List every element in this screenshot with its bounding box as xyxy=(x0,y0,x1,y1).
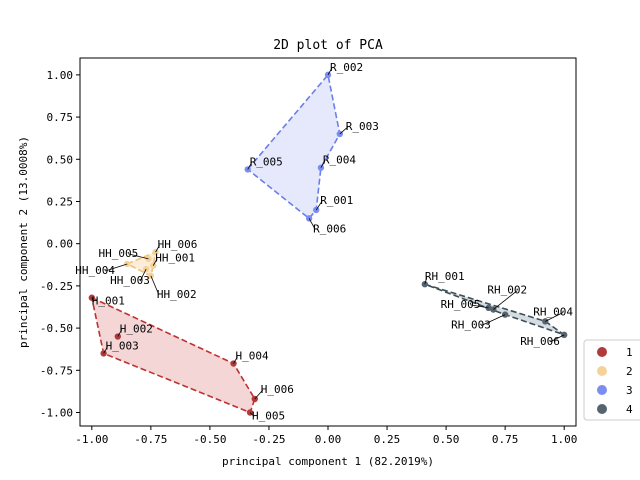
x-axis-ticks: -1.00 -0.75 -0.50 -0.25 0.00 0.25 0.50 0.75 1.00 xyxy=(75,426,577,446)
x-tick-label: -0.75 xyxy=(134,433,167,446)
point-label: HH_003 xyxy=(110,274,150,287)
legend-label: 3 xyxy=(626,384,633,397)
label-arrow xyxy=(424,277,428,285)
y-tick-label: -0.50 xyxy=(40,322,73,335)
y-axis-ticks: -1.00 -0.75 -0.50 -0.25 0.00 0.25 0.50 0.75 1.00 xyxy=(40,69,80,419)
y-tick-label: 0.00 xyxy=(47,238,74,251)
label-arrow xyxy=(103,346,108,354)
legend-marker xyxy=(597,385,607,395)
point-label: HH_005 xyxy=(98,247,138,260)
x-axis-label: principal component 1 (82.2019%) xyxy=(222,455,434,468)
label-arrow xyxy=(315,200,323,211)
point-label: H_006 xyxy=(261,383,294,396)
label-arrow xyxy=(128,253,149,260)
label-arrow xyxy=(91,297,95,302)
point-label: H_003 xyxy=(106,339,139,352)
label-arrow xyxy=(247,162,253,170)
point-label: RH_006 xyxy=(520,335,560,348)
label-arrow xyxy=(155,244,160,253)
label-arrow xyxy=(480,314,506,326)
label-arrow xyxy=(152,258,158,266)
y-axis-label: principal component 2 (13.0008%) xyxy=(17,136,30,348)
point-label: RH_004 xyxy=(533,305,573,318)
label-arrow xyxy=(150,275,160,295)
x-tick-label: -0.50 xyxy=(193,433,226,446)
legend-label: 4 xyxy=(626,403,633,416)
label-arrow xyxy=(139,268,147,282)
point-label: R_001 xyxy=(320,194,353,207)
chart-title: 2D plot of PCA xyxy=(273,38,383,53)
x-tick-label: 1.00 xyxy=(551,433,578,446)
point-label: R_006 xyxy=(313,222,346,235)
label-arrow xyxy=(339,126,349,135)
label-arrow xyxy=(117,329,123,337)
legend: 1 2 3 4 xyxy=(583,339,640,421)
point-label: H_005 xyxy=(252,409,285,422)
point-label: RH_003 xyxy=(451,319,491,332)
point-rh-001 xyxy=(421,281,429,288)
point-label: H_004 xyxy=(236,350,269,363)
x-tick-label: 0.75 xyxy=(492,433,519,446)
label-arrow xyxy=(233,356,238,364)
point-label: R_002 xyxy=(330,61,363,74)
point-rh-006 xyxy=(560,331,568,339)
y-tick-label: -0.25 xyxy=(40,280,73,293)
legend-marker xyxy=(597,404,607,414)
point-hh-003 xyxy=(142,265,150,273)
y-tick-label: -0.75 xyxy=(40,364,73,377)
label-arrow xyxy=(105,263,128,272)
legend-label: 2 xyxy=(626,365,633,378)
x-tick-label: 0.25 xyxy=(374,433,401,446)
x-tick-label: 0.50 xyxy=(433,433,460,446)
point-label: HH_004 xyxy=(75,264,115,277)
label-arrow xyxy=(308,218,316,230)
point-label: RH_002 xyxy=(487,284,527,297)
point-label: RH_005 xyxy=(441,298,481,311)
label-arrow xyxy=(320,160,326,168)
legend-marker xyxy=(597,347,607,357)
label-arrow xyxy=(327,67,333,76)
label-arrow xyxy=(249,412,255,417)
point-label-layer: H_001H_002H_003H_004H_005H_006HH_001HH_0… xyxy=(75,61,573,423)
label-arrow xyxy=(470,304,489,309)
x-tick-label: -1.00 xyxy=(75,433,108,446)
y-tick-label: 0.50 xyxy=(47,153,74,166)
y-tick-label: 0.75 xyxy=(47,111,74,124)
y-tick-label: -1.00 xyxy=(40,406,73,419)
point-r-006 xyxy=(305,215,313,222)
x-tick-label: 0.00 xyxy=(315,433,342,446)
label-arrow xyxy=(493,290,518,310)
point-label: HH_006 xyxy=(158,238,198,251)
y-tick-label: 1.00 xyxy=(47,69,74,82)
legend-frame xyxy=(583,339,640,421)
label-arrow xyxy=(254,389,264,400)
point-label: RH_001 xyxy=(425,270,465,283)
point-label: H_002 xyxy=(120,323,153,336)
point-label: R_003 xyxy=(346,120,379,133)
y-tick-label: 0.25 xyxy=(47,195,74,208)
point-label: R_004 xyxy=(323,154,356,167)
point-label: HH_002 xyxy=(157,288,197,301)
legend-label: 1 xyxy=(626,346,633,359)
x-tick-label: -0.25 xyxy=(252,433,285,446)
hull-layer xyxy=(90,73,565,414)
legend-marker xyxy=(597,366,607,376)
point-label: R_005 xyxy=(250,155,283,168)
point-label: HH_001 xyxy=(155,252,195,265)
hull-series-1 xyxy=(90,296,256,414)
point-label: H_001 xyxy=(92,295,125,308)
hull-series-3 xyxy=(246,73,341,220)
label-arrow xyxy=(545,311,564,322)
label-arrow xyxy=(550,334,565,343)
point-r-004 xyxy=(317,164,325,171)
